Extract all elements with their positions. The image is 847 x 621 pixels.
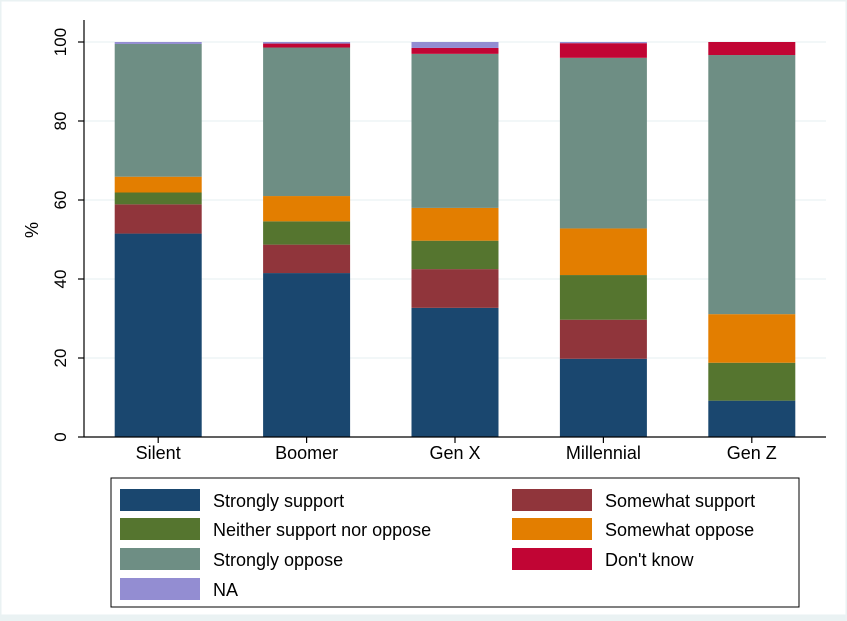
legend-swatch [512, 548, 592, 570]
legend-box [110, 477, 800, 608]
legend-label: Strongly oppose [213, 550, 343, 570]
bar-segment [708, 55, 796, 315]
legend: Strongly support Somewhat support Neither … [110, 477, 800, 608]
bar-segment [411, 47, 499, 54]
bar-segment [559, 42, 647, 44]
legend-label: Neither support nor oppose [213, 520, 431, 540]
bar-segment [411, 207, 499, 241]
legend-label: Strongly support [213, 491, 344, 511]
bar-segment [559, 57, 647, 229]
bar-segment [708, 42, 796, 56]
x-tick-label: Millennial [566, 443, 641, 463]
bar-segment [114, 43, 202, 177]
y-tick-label: 100 [51, 28, 70, 56]
bar-segment [559, 319, 647, 359]
bars [114, 42, 796, 437]
x-tick-label: Silent [136, 443, 181, 463]
bar-segment [263, 42, 351, 44]
bar-segment [559, 43, 647, 58]
y-tick-label: 20 [51, 349, 70, 368]
bar-segment [708, 362, 796, 401]
bar-segment [114, 192, 202, 205]
legend-swatch [120, 548, 200, 570]
legend-swatch [512, 489, 592, 511]
bar-segment [559, 275, 647, 320]
bar-segment [559, 358, 647, 437]
bar-segment [411, 42, 499, 48]
legend-swatch [120, 518, 200, 540]
bar-segment [263, 244, 351, 274]
bar-segment [411, 307, 499, 437]
bar-segment [559, 228, 647, 276]
x-tick-label: Boomer [275, 443, 338, 463]
bar-segment [114, 42, 202, 44]
bar-segment [411, 240, 499, 270]
ticks: 0 20 40 60 80 100 Silent Boomer Gen X Millennial G… [51, 28, 777, 463]
legend-swatch [120, 578, 200, 600]
bar-segment [114, 233, 202, 437]
legend-label: Somewhat oppose [605, 520, 754, 540]
bar-segment [263, 196, 351, 222]
legend-swatch [512, 518, 592, 540]
bar-segment [114, 204, 202, 234]
bar-segment [708, 400, 796, 437]
x-tick-label: Gen X [429, 443, 480, 463]
legend-label: Somewhat support [605, 491, 755, 511]
bar-segment [263, 221, 351, 245]
bar-segment [263, 47, 351, 197]
bar-segment [411, 269, 499, 308]
legend-label: NA [213, 580, 238, 600]
bar-segment [114, 176, 202, 193]
y-tick-label: 80 [51, 112, 70, 131]
bar-segment [411, 53, 499, 208]
bar-segment [708, 314, 796, 363]
legend-swatch [120, 489, 200, 511]
legend-label: Don't know [605, 550, 694, 570]
bar-segment [263, 273, 351, 437]
y-tick-label: 40 [51, 270, 70, 289]
bar-segment [263, 43, 351, 48]
y-tick-label: 0 [51, 432, 70, 441]
y-tick-label: 60 [51, 191, 70, 210]
y-axis-label: % [22, 222, 42, 238]
x-tick-label: Gen Z [727, 443, 777, 463]
